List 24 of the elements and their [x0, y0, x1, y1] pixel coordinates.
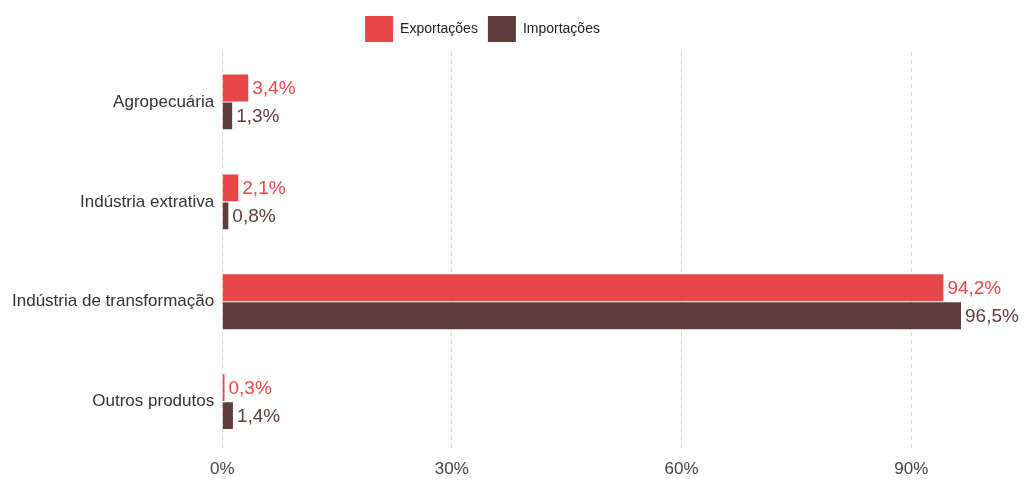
bar	[222, 274, 944, 302]
data-label: 2,1%	[242, 177, 286, 199]
x-tick-label: 60%	[664, 459, 699, 479]
data-label: 0,8%	[232, 205, 276, 227]
data-label: 1,4%	[236, 404, 281, 426]
data-label: 1,3%	[236, 105, 280, 127]
bar	[222, 102, 233, 130]
legend-label: Exportações	[400, 19, 478, 36]
data-label: 3,4%	[252, 77, 296, 99]
y-tick-label: Agropecuária	[113, 91, 215, 111]
legend-label: Importações	[522, 19, 600, 36]
bar	[222, 74, 249, 102]
data-label: 96,5%	[965, 304, 1019, 326]
x-tick-label: 0%	[209, 459, 235, 479]
bar	[222, 174, 239, 202]
data-label: 0,3%	[228, 376, 272, 398]
bar	[222, 302, 961, 330]
bar	[222, 402, 233, 430]
x-tick-label: 30%	[434, 459, 469, 479]
y-tick-label: Outros produtos	[92, 391, 215, 411]
data-label: 94,2%	[947, 277, 1002, 298]
x-tick-label: 90%	[894, 459, 929, 479]
y-tick-label: Indústria extrativa	[80, 191, 215, 211]
y-tick-label: Indústria de transformação	[12, 291, 215, 311]
